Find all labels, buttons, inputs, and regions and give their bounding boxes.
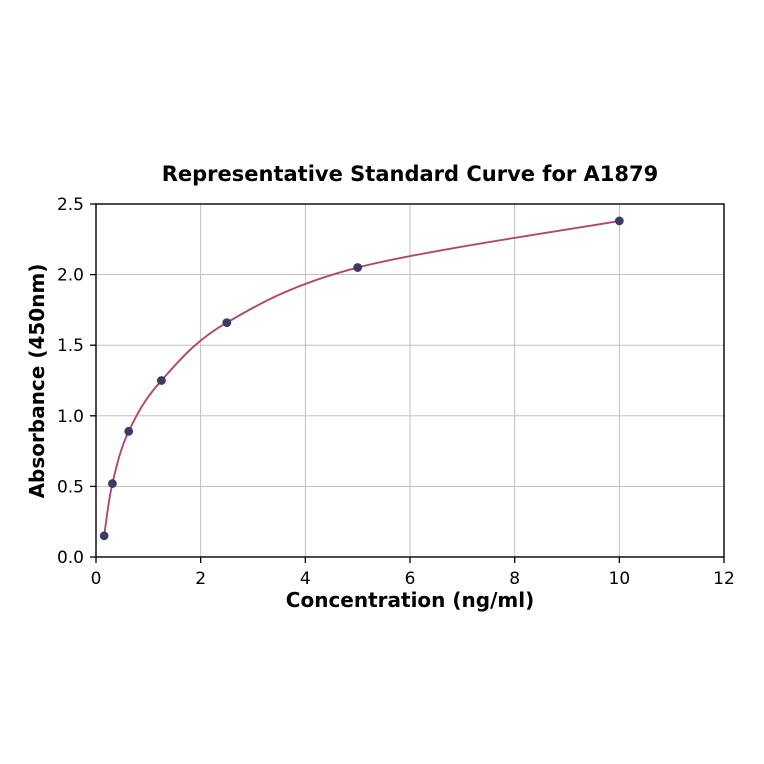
x-tick-label: 6 [405, 569, 416, 589]
data-point-marker [107, 479, 117, 488]
x-tick-label: 12 [713, 569, 735, 589]
chart-title: Representative Standard Curve for A1879 [162, 162, 659, 186]
data-point-marker [124, 426, 134, 436]
y-tick-label: 0.5 [57, 477, 84, 497]
data-point-marker [614, 216, 624, 226]
y-tick-label: 2.0 [57, 266, 84, 286]
data-point-marker [222, 318, 232, 328]
x-tick-labels: 0 2 4 6 8 10 12 [91, 569, 735, 589]
x-tick-label: 4 [300, 569, 311, 589]
y-tick-labels: 0.0 0.5 1.0 1.5 2.0 2.5 [57, 195, 84, 568]
y-axis-label: Absorbance (450nm) [25, 264, 49, 499]
data-points [99, 216, 624, 541]
axis-ticks [90, 203, 725, 563]
y-tick-label: 1.5 [57, 336, 84, 356]
y-tick-label: 1.0 [57, 407, 84, 427]
x-axis-label: Concentration (ng/ml) [286, 588, 534, 612]
x-tick-label: 0 [91, 569, 102, 589]
y-tick-label: 0.0 [57, 548, 84, 568]
y-tick-label: 2.5 [57, 195, 84, 215]
x-tick-label: 10 [609, 569, 631, 589]
data-point-marker [353, 263, 363, 272]
data-point-marker [99, 531, 109, 541]
data-point-marker [157, 376, 166, 385]
x-tick-label: 8 [509, 569, 520, 589]
x-tick-label: 2 [195, 569, 206, 589]
curve-line [103, 220, 620, 536]
